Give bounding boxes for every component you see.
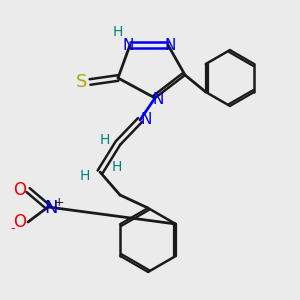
Text: N: N — [122, 38, 134, 52]
Text: N: N — [44, 199, 58, 217]
Text: O: O — [14, 213, 26, 231]
Text: +: + — [54, 196, 64, 208]
Text: N: N — [152, 92, 164, 107]
Text: H: H — [112, 160, 122, 174]
Text: -: - — [11, 223, 15, 236]
Text: H: H — [113, 25, 123, 39]
Text: S: S — [76, 73, 88, 91]
Text: N: N — [140, 112, 152, 128]
Text: H: H — [100, 133, 110, 147]
Text: N: N — [164, 38, 176, 52]
Text: H: H — [80, 169, 90, 183]
Text: O: O — [14, 181, 26, 199]
